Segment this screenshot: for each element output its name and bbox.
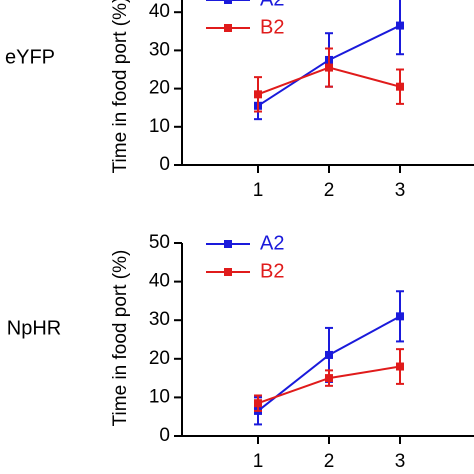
panel-2-y-tick-label-50: 50 — [149, 232, 170, 253]
panel-1-y-tick-label-30: 30 — [149, 39, 170, 60]
panel-2-series-a2-point-3 — [396, 312, 404, 321]
panel-2-legend-marker-b2 — [224, 268, 232, 276]
panel-1-x-tick-label-3: 3 — [395, 180, 406, 201]
panel-2-x-tick-label-1: 1 — [253, 451, 264, 472]
panel-2-legend-label-b2: B2 — [260, 260, 284, 282]
panel-2-legend-marker-a2 — [224, 240, 232, 248]
panel-1-x-tick-label-1: 1 — [253, 180, 264, 201]
panel-2-series-b2-point-2 — [325, 374, 333, 383]
panel-1-y-tick-label-20: 20 — [149, 78, 170, 99]
panel-1-y-tick-label-10: 10 — [149, 116, 170, 137]
panel-2-x-tick-label-2: 2 — [324, 451, 335, 472]
panel-2-series-a2-point-2 — [325, 350, 333, 359]
panel-1-y-tick-label-0: 0 — [159, 154, 170, 175]
panel-1-row-label: eYFP — [5, 46, 55, 68]
panel-2-series-b2-point-3 — [396, 362, 404, 371]
panel-1-legend-label-b2: B2 — [260, 16, 284, 38]
panel-1-series-b2-point-2 — [325, 63, 333, 72]
panel-2-y-tick-label-10: 10 — [149, 386, 170, 407]
panel-1-legend-marker-a2 — [224, 0, 232, 4]
panel-2-y-tick-label-20: 20 — [149, 348, 170, 369]
panel-2-y-tick-label-40: 40 — [149, 271, 170, 292]
panel-1-series-a2-point-3 — [396, 21, 404, 30]
panel-1-series-b2-point-3 — [396, 82, 404, 91]
panel-1-legend-marker-b2 — [224, 24, 232, 32]
panel-1-y-axis-label: Time in food port (%) — [110, 0, 131, 173]
panel-1-x-tick-label-2: 2 — [324, 180, 335, 201]
panel-2-x-tick-label-3: 3 — [395, 451, 406, 472]
panel-1-legend-label-a2: A2 — [260, 0, 284, 10]
panel-2-y-axis-label: Time in food port (%) — [110, 250, 131, 427]
panel-2-y-tick-label-30: 30 — [149, 309, 170, 330]
panel-1-y-tick-label-40: 40 — [149, 1, 170, 22]
panel-2-series-b2-point-1 — [254, 399, 262, 408]
panel-2-legend-label-a2: A2 — [260, 232, 284, 254]
panel-2-y-tick-label-0: 0 — [159, 425, 170, 446]
panel-2-row-label: NpHR — [7, 317, 61, 339]
panel-1-series-b2-point-1 — [254, 90, 262, 99]
